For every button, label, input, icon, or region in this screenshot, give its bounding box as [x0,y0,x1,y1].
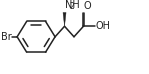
Text: Br: Br [1,32,11,42]
Polygon shape [63,13,66,26]
Text: OH: OH [95,21,110,31]
Text: 2: 2 [69,2,74,11]
Text: NH: NH [65,0,80,10]
Text: O: O [84,1,91,11]
